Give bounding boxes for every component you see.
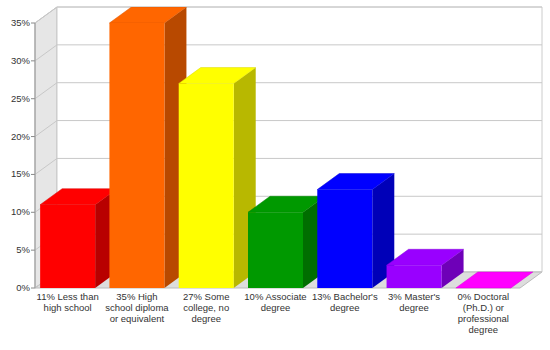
bar	[456, 272, 533, 288]
label-line: degree	[330, 302, 360, 313]
y-axis	[35, 23, 36, 288]
category-label: 11% Less thanhigh school	[37, 291, 99, 313]
label-line: (Ph.D.) or	[463, 302, 504, 313]
bar	[109, 7, 186, 288]
bar-top	[387, 249, 464, 265]
tick-label: 5%	[16, 244, 30, 255]
label-line: high school	[44, 302, 92, 313]
tick-mark	[31, 212, 35, 213]
bar-top	[317, 174, 394, 190]
bar	[317, 174, 394, 288]
tick-mark	[31, 136, 35, 137]
bar	[40, 189, 117, 288]
label-line: college, no	[183, 302, 229, 313]
label-line: degree	[469, 324, 499, 335]
label-line: 27% Some	[183, 291, 229, 302]
tick-label: 30%	[11, 55, 31, 66]
category-label: 3% Master'sdegree	[388, 291, 440, 313]
bar-top	[248, 196, 325, 212]
bar-front	[248, 212, 303, 288]
label-line: 13% Bachelor's	[312, 291, 378, 302]
tick-mark	[31, 250, 35, 251]
tick-mark	[31, 174, 35, 175]
tick-label: 15%	[11, 168, 31, 179]
bar-top	[40, 189, 117, 205]
label-line: 0% Doctoral	[457, 291, 509, 302]
label-line: degree	[261, 302, 291, 313]
chart: 0% 5% 10% 15% 20% 25% 30% 35% 11% Less thanhigh …	[0, 0, 550, 350]
bar-front	[179, 84, 234, 288]
bar-front	[387, 265, 442, 288]
bar	[387, 249, 464, 288]
tick-label: 25%	[11, 93, 31, 104]
bar-front	[317, 190, 372, 288]
category-label: 0% Doctoral(Ph.D.) orprofessionaldegree	[457, 291, 509, 335]
bar-front	[456, 288, 511, 289]
tick-label: 10%	[11, 206, 31, 217]
label-line: or equivalent	[110, 313, 165, 324]
tick-mark	[31, 23, 35, 24]
tick-label: 35%	[11, 17, 31, 28]
category-label: 10% Associatedegree	[244, 291, 306, 313]
tick-mark	[31, 98, 35, 99]
tick-mark	[31, 288, 35, 289]
bar-top	[179, 68, 256, 84]
label-line: 35% High	[116, 291, 157, 302]
bar-top	[109, 7, 186, 23]
bar	[248, 196, 325, 288]
tick-label: 0%	[16, 282, 30, 293]
bar	[179, 68, 256, 288]
category-label: 35% Highschool diplomaor equivalent	[105, 291, 169, 324]
bars	[40, 7, 533, 288]
bar-top	[456, 272, 533, 288]
label-line: 3% Master's	[388, 291, 440, 302]
label-line: degree	[399, 302, 429, 313]
category-label: 13% Bachelor'sdegree	[312, 291, 378, 313]
bar-front	[40, 205, 95, 288]
label-line: 11% Less than	[37, 291, 99, 302]
tick-label: 20%	[11, 131, 31, 142]
label-line: 10% Associate	[244, 291, 306, 302]
bar-front	[109, 23, 164, 288]
label-line: school diploma	[105, 302, 169, 313]
label-line: professional	[458, 313, 509, 324]
category-label: 27% Somecollege, nodegree	[183, 291, 229, 324]
grid-line	[35, 7, 542, 23]
label-line: degree	[191, 313, 221, 324]
tick-mark	[31, 60, 35, 61]
